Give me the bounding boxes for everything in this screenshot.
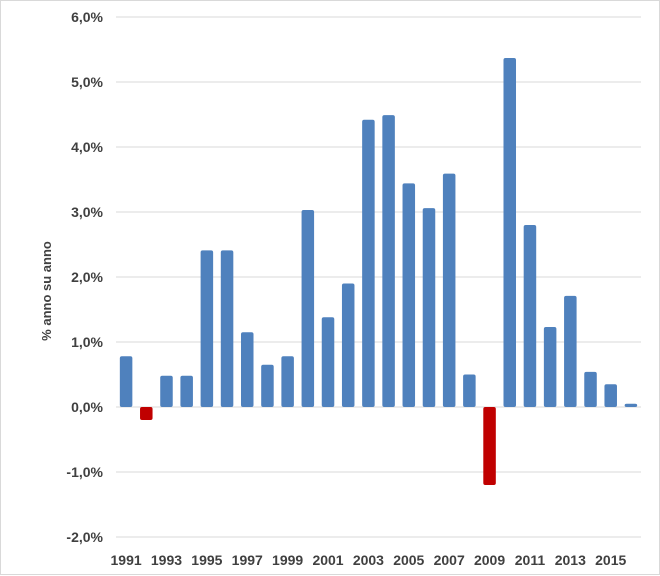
bar-2016 xyxy=(624,403,638,407)
x-tick-label: 2013 xyxy=(555,552,586,568)
gridlines xyxy=(116,16,641,538)
y-tick-label: 2,0% xyxy=(71,269,103,285)
bar-2000 xyxy=(301,210,315,407)
y-tick-label: 4,0% xyxy=(71,139,103,155)
x-tick-label: 2011 xyxy=(515,552,546,568)
y-tick-label: 3,0% xyxy=(71,204,103,220)
x-tick-label: 1997 xyxy=(232,552,263,568)
y-tick-label: 0,0% xyxy=(71,399,103,415)
bar-2007 xyxy=(442,173,456,407)
x-tick-label: 1999 xyxy=(272,552,303,568)
bar-2001 xyxy=(321,317,335,407)
bar-2015 xyxy=(604,384,617,407)
x-axis-tick-labels: 1991 1993 1995 1997 1999 2001 2003 2005 2007 2009… xyxy=(111,552,627,568)
x-tick-label: 2001 xyxy=(312,552,343,568)
bar-1999 xyxy=(281,356,294,407)
bar-2012 xyxy=(543,327,557,407)
y-axis-title: % anno su anno xyxy=(39,241,54,341)
bar-2009 xyxy=(483,407,496,485)
bars xyxy=(119,57,638,485)
bar-2011 xyxy=(523,225,537,407)
bar-2008 xyxy=(463,374,476,407)
x-tick-label: 1995 xyxy=(191,552,222,568)
x-tick-label: 2005 xyxy=(393,552,424,568)
x-tick-label: 2009 xyxy=(474,552,505,568)
bar-2002 xyxy=(341,283,355,407)
x-tick-label: 2003 xyxy=(353,552,384,568)
bar-2013 xyxy=(564,295,577,407)
bar-1991 xyxy=(119,356,133,407)
bar-1998 xyxy=(261,364,274,407)
bar-1997 xyxy=(240,332,254,407)
y-tick-label: 5,0% xyxy=(71,74,103,90)
bar-1996 xyxy=(220,250,234,407)
bar-1992 xyxy=(140,407,153,420)
y-tick-label: 1,0% xyxy=(71,334,103,350)
x-tick-label: 2015 xyxy=(595,552,626,568)
bar-2006 xyxy=(422,208,436,407)
bar-2014 xyxy=(584,371,597,407)
bar-1994 xyxy=(180,375,193,407)
y-tick-label: -2,0% xyxy=(66,529,103,545)
bar-2010 xyxy=(503,57,517,407)
bar-1993 xyxy=(160,375,173,407)
x-tick-label: 1991 xyxy=(111,552,142,568)
bar-1995 xyxy=(200,250,214,407)
bar-2004 xyxy=(382,115,395,408)
y-tick-label: -1,0% xyxy=(66,464,103,480)
x-tick-label: 1993 xyxy=(151,552,182,568)
y-axis-tick-labels: -2,0% -1,0% 0,0% 1,0% 2,0% 3,0% 4,0% 5,0% 6,0% xyxy=(66,9,103,545)
bar-2003 xyxy=(362,119,375,407)
bar-2005 xyxy=(402,183,416,407)
y-tick-label: 6,0% xyxy=(71,9,103,25)
x-tick-label: 2007 xyxy=(434,552,465,568)
